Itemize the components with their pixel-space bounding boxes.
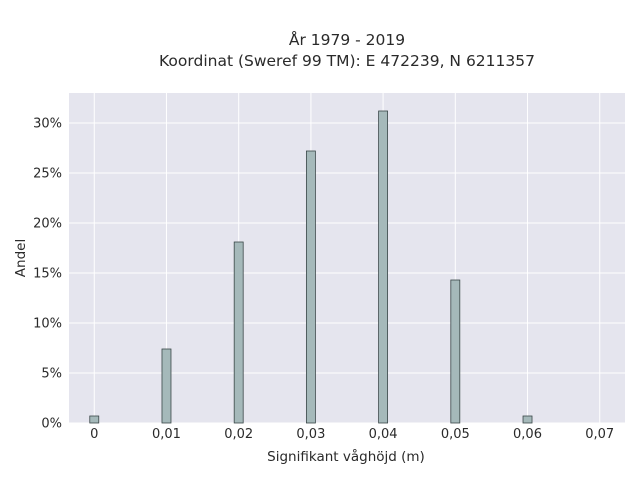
y-tick-label: 25%	[33, 167, 62, 182]
x-tick-label: 0	[90, 427, 98, 442]
histogram-bar	[89, 415, 100, 424]
x-axis-label: Signifikant våghöjd (m)	[267, 448, 425, 465]
x-tick-label: 0,07	[585, 427, 614, 442]
x-tick-label: 0,03	[296, 427, 325, 442]
chart-subtitle: Koordinat (Sweref 99 TM): E 472239, N 62…	[159, 52, 535, 70]
chart-title: År 1979 - 2019	[289, 30, 405, 49]
histogram-bar	[305, 150, 316, 424]
histogram-bar	[233, 241, 244, 424]
y-tick-label: 15%	[33, 267, 62, 282]
x-tick-label: 0,01	[152, 427, 181, 442]
y-tick-label: 30%	[33, 117, 62, 132]
x-tick-labels: 0 0,01 0,02 0,03 0,04 0,05 0,06 0,07	[90, 427, 614, 442]
histogram-bar	[450, 279, 461, 424]
y-tick-label: 10%	[33, 317, 62, 332]
bars	[89, 110, 533, 424]
y-axis-label: Andel	[13, 239, 29, 277]
histogram-bar	[522, 415, 533, 424]
x-tick-label: 0,02	[224, 427, 253, 442]
y-tick-label: 5%	[41, 367, 62, 382]
y-tick-label: 0%	[41, 417, 62, 432]
histogram-bar	[161, 348, 172, 424]
histogram-bar	[378, 110, 389, 424]
x-tick-label: 0,06	[513, 427, 542, 442]
y-tick-labels: 0% 5% 10% 15% 20% 25% 30%	[33, 117, 62, 432]
x-tick-label: 0,05	[441, 427, 470, 442]
y-tick-label: 20%	[33, 217, 62, 232]
x-tick-label: 0,04	[369, 427, 398, 442]
